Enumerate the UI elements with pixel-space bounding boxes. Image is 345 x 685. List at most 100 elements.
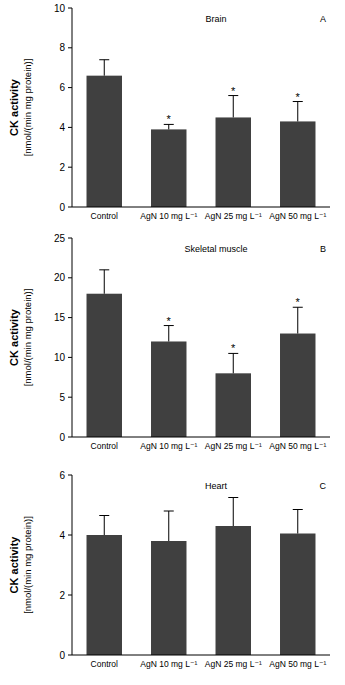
title: Brain [205, 14, 226, 24]
error-bar [99, 516, 109, 536]
error-stem [104, 516, 105, 536]
y-tick [68, 8, 72, 9]
error-bar [228, 96, 238, 118]
y-tick [68, 317, 72, 318]
error-cap [293, 509, 303, 510]
y-tick-label: 2 [59, 590, 65, 601]
x-tick-label: Control [91, 659, 119, 669]
x-axis [72, 437, 330, 438]
y-axis-label: CK activity [8, 78, 20, 136]
y-tick-label: 4 [59, 530, 65, 541]
y-tick-label: 4 [59, 122, 65, 133]
y-axis [72, 475, 73, 655]
title: Skeletal muscle [184, 244, 247, 254]
bar [280, 121, 315, 207]
y-tick-label: 10 [54, 352, 66, 363]
y-tick [68, 207, 72, 208]
error-bar [99, 60, 109, 76]
y-tick-label: 0 [59, 432, 65, 443]
error-bar [293, 510, 303, 534]
x-tick-label: AgN 25 mg L⁻¹ [205, 659, 262, 669]
y-tick [68, 475, 72, 476]
bar [216, 526, 251, 655]
error-stem [297, 510, 298, 534]
y-tick [68, 238, 72, 239]
x-tick-label: Control [91, 211, 119, 221]
error-stem [297, 307, 298, 333]
bar [216, 117, 251, 207]
bar [280, 334, 315, 437]
significance: * [296, 91, 301, 103]
y-axis [72, 238, 73, 437]
error-stem [233, 353, 234, 373]
error-bar [99, 270, 109, 294]
y-tick-label: 20 [54, 272, 66, 283]
y-tick-label: 15 [54, 312, 66, 323]
y-axis-label: [nmol/(min mg protein)] [22, 289, 33, 387]
y-tick [68, 655, 72, 656]
y-tick [68, 397, 72, 398]
panel-label: C [320, 481, 327, 491]
error-stem [233, 96, 234, 118]
error-cap [164, 511, 174, 512]
y-tick [68, 437, 72, 438]
x-tick-label: AgN 50 mg L⁻¹ [269, 441, 326, 451]
y-tick-label: 6 [59, 82, 65, 93]
bar [151, 341, 186, 437]
panel: ***0246810ControlAgN 10 mg L⁻¹AgN 25 mg … [8, 3, 330, 222]
y-axis [72, 8, 73, 207]
y-tick [68, 167, 72, 168]
y-tick-label: 0 [59, 202, 65, 213]
x-axis [72, 207, 330, 208]
bar [87, 535, 122, 655]
y-tick-label: 25 [54, 233, 66, 244]
error-stem [233, 498, 234, 527]
significance: * [231, 342, 236, 354]
title: Heart [205, 481, 228, 491]
panel: * * * 0 5 10 15 20 25 Control AgN 10 mg L⁻¹ AgN 25 … [8, 233, 330, 452]
significance: * [231, 85, 236, 97]
x-tick-label: AgN 25 mg L⁻¹ [205, 211, 262, 221]
y-tick [68, 127, 72, 128]
panel: 0246ControlAgN 10 mg L⁻¹AgN 25 mg L⁻¹AgN… [8, 470, 330, 670]
y-tick-label: 0 [59, 650, 65, 661]
error-bar [228, 353, 238, 373]
y-tick [68, 277, 72, 278]
x-tick-label: AgN 50 mg L⁻¹ [269, 659, 326, 669]
significance: * [296, 296, 301, 308]
y-tick-label: 5 [59, 392, 65, 403]
x-tick-label: Control [91, 441, 119, 451]
panel-label: B [320, 244, 326, 254]
bars [87, 498, 316, 656]
x-tick-label: AgN 10 mg L⁻¹ [140, 441, 197, 451]
error-bar [164, 326, 174, 342]
y-axis-label: CK activity [8, 536, 20, 594]
y-tick [68, 87, 72, 88]
y-tick [68, 47, 72, 48]
y-tick [68, 357, 72, 358]
error-bar [293, 307, 303, 333]
y-tick [68, 535, 72, 536]
bar [151, 541, 186, 655]
y-tick-label: 10 [54, 3, 66, 14]
figure: ***0246810ControlAgN 10 mg L⁻¹AgN 25 mg … [0, 0, 345, 685]
error-cap [99, 515, 109, 516]
x-tick-label: AgN 10 mg L⁻¹ [140, 211, 197, 221]
y-tick [68, 595, 72, 596]
y-axis-label: CK activity [8, 308, 20, 366]
bar [280, 534, 315, 656]
bar [87, 76, 122, 207]
error-stem [168, 511, 169, 541]
bar [87, 294, 122, 437]
error-cap [99, 269, 109, 270]
y-axis-label: [nmol/(min mg protein)] [22, 59, 33, 157]
significance: * [167, 315, 172, 327]
x-tick-label: AgN 25 mg L⁻¹ [205, 441, 262, 451]
panel-label: A [320, 14, 326, 24]
error-cap [228, 497, 238, 498]
error-stem [104, 60, 105, 76]
y-tick-label: 2 [59, 162, 65, 173]
bar [216, 373, 251, 437]
error-bar [164, 511, 174, 541]
bars [87, 270, 316, 437]
